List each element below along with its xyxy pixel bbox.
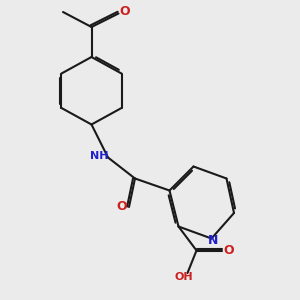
Text: O: O [120, 5, 130, 19]
Text: NH: NH [90, 151, 109, 161]
Text: O: O [116, 200, 127, 214]
Text: OH: OH [175, 272, 193, 283]
Text: N: N [208, 234, 218, 248]
Text: O: O [223, 244, 234, 257]
